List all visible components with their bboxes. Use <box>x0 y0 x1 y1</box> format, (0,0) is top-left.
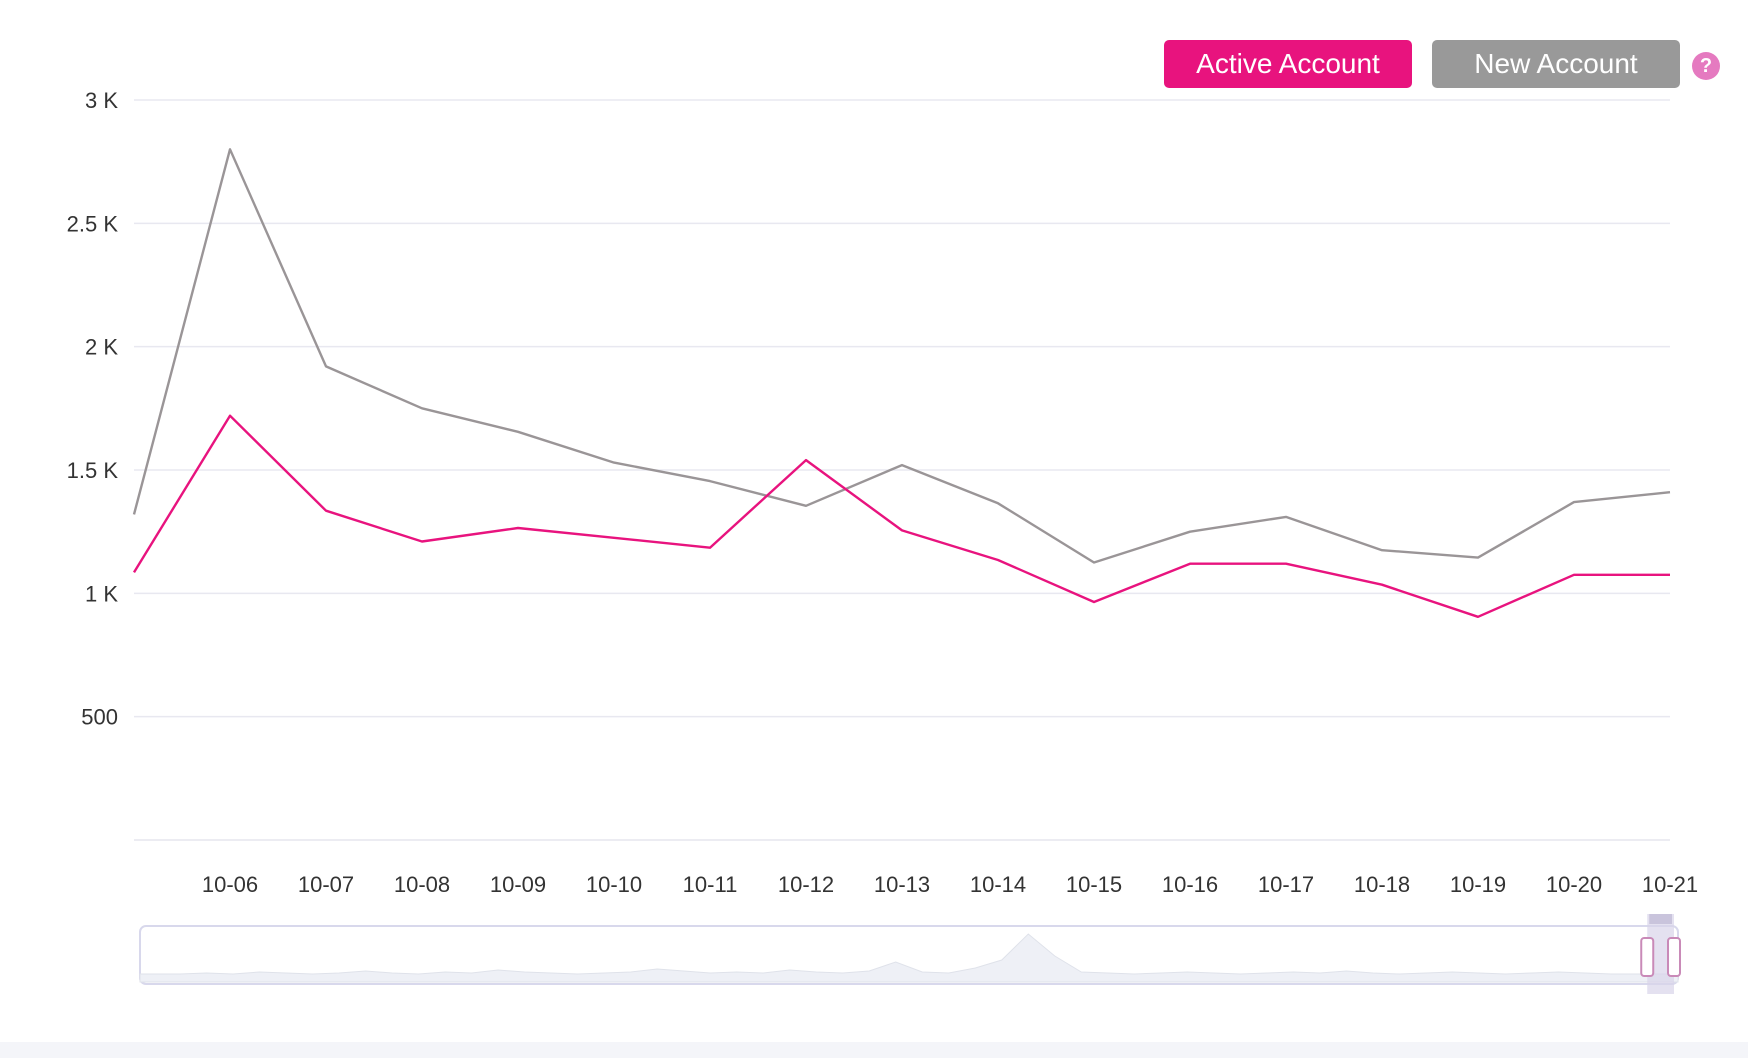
y-axis: 500 1 K 1.5 K 2 K 2.5 K 3 K <box>67 88 119 730</box>
y-tick-label: 3 K <box>85 88 118 113</box>
data-zoom-overview <box>139 933 1679 983</box>
x-tick-label: 10-11 <box>683 872 738 897</box>
x-tick-label: 10-07 <box>298 872 354 897</box>
data-zoom-end-handle[interactable] <box>1667 937 1681 977</box>
x-tick-label: 10-17 <box>1258 872 1314 897</box>
series-line-new-account <box>132 148 1671 564</box>
x-tick-label: 10-16 <box>1162 872 1218 897</box>
y-tick-label: 1.5 K <box>67 458 119 483</box>
data-zoom-start-handle[interactable] <box>1640 937 1655 977</box>
page-footer-strip <box>0 1042 1748 1058</box>
legend-item-new-account[interactable]: New Account <box>1432 40 1680 88</box>
x-tick-label: 10-06 <box>202 872 258 897</box>
x-tick-label: 10-18 <box>1354 872 1410 897</box>
y-tick-label: 1 K <box>85 581 118 606</box>
data-zoom-slider[interactable] <box>139 914 1681 994</box>
question-icon[interactable]: ? <box>1692 52 1720 80</box>
series-lines <box>132 148 1671 618</box>
x-axis: 10-06 10-07 10-08 10-09 10-10 10-11 10-12 10-13… <box>202 872 1698 897</box>
x-tick-label: 10-08 <box>394 872 450 897</box>
y-tick-label: 2.5 K <box>67 211 119 236</box>
grid-lines <box>134 99 1670 841</box>
series-line-active-account <box>132 414 1670 618</box>
x-tick-label: 10-21 <box>1642 872 1698 897</box>
x-tick-label: 10-09 <box>490 872 546 897</box>
y-tick-label: 500 <box>81 705 118 730</box>
x-tick-label: 10-19 <box>1450 872 1506 897</box>
x-tick-label: 10-14 <box>970 872 1026 897</box>
x-tick-label: 10-20 <box>1546 872 1602 897</box>
x-tick-label: 10-12 <box>778 872 834 897</box>
data-zoom-move-handle[interactable] <box>1649 914 1672 924</box>
x-tick-label: 10-10 <box>586 872 642 897</box>
legend-item-active-account[interactable]: Active Account <box>1164 40 1412 88</box>
x-tick-label: 10-15 <box>1066 872 1122 897</box>
y-tick-label: 2 K <box>85 335 118 360</box>
x-tick-label: 10-13 <box>874 872 930 897</box>
